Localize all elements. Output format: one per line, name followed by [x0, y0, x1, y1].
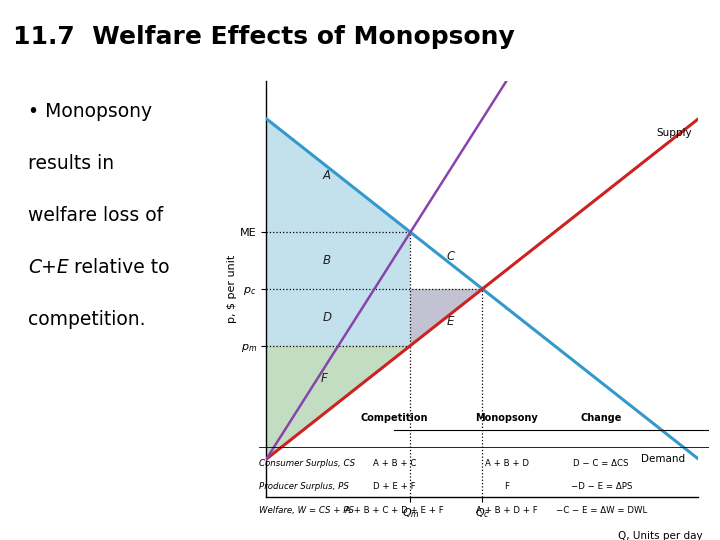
Text: C+E: C+E: [28, 258, 68, 276]
Polygon shape: [266, 119, 410, 232]
Text: Monopsony: Monopsony: [475, 413, 538, 423]
Y-axis label: p, $ per unit: p, $ per unit: [228, 255, 238, 323]
Text: • Monopsony: • Monopsony: [28, 102, 152, 121]
Text: Welfare, W = CS + PS: Welfare, W = CS + PS: [259, 506, 354, 515]
Text: B: B: [323, 254, 331, 267]
Text: Change: Change: [580, 413, 622, 423]
Polygon shape: [410, 289, 482, 346]
Polygon shape: [266, 346, 410, 459]
Text: D: D: [323, 310, 331, 324]
Polygon shape: [266, 232, 410, 346]
Text: Producer Surplus, PS: Producer Surplus, PS: [259, 482, 349, 490]
Text: −C − E = ΔW = DWL: −C − E = ΔW = DWL: [556, 506, 647, 515]
Text: A + B + C + D + E + F: A + B + C + D + E + F: [345, 506, 444, 515]
Text: C: C: [446, 250, 455, 264]
Text: Q, Units per day: Q, Units per day: [618, 531, 703, 540]
Text: competition.: competition.: [28, 309, 145, 329]
Text: 11-36: 11-36: [681, 520, 709, 530]
Text: A + B + D + F: A + B + D + F: [476, 506, 538, 515]
Text: welfare loss of: welfare loss of: [28, 206, 163, 225]
Text: −D − E = ΔPS: −D − E = ΔPS: [570, 482, 632, 490]
Text: Competition: Competition: [361, 413, 428, 423]
Text: relative to: relative to: [68, 258, 170, 276]
Text: A + B + C: A + B + C: [372, 459, 416, 468]
Text: A: A: [323, 169, 331, 182]
Text: Consumer Surplus, CS: Consumer Surplus, CS: [259, 459, 356, 468]
Text: Supply: Supply: [657, 128, 692, 138]
Text: F: F: [504, 482, 509, 490]
Text: D − C = ΔCS: D − C = ΔCS: [573, 459, 629, 468]
Text: Copyright © 2014 Pearson Education, Inc. All rights reserved.: Copyright © 2014 Pearson Education, Inc.…: [13, 520, 314, 530]
Text: A + B + D: A + B + D: [485, 459, 528, 468]
Text: Demand: Demand: [642, 454, 685, 464]
Text: E: E: [447, 314, 454, 328]
Text: 11.7  Welfare Effects of Monopsony: 11.7 Welfare Effects of Monopsony: [13, 25, 515, 49]
Text: results in: results in: [28, 154, 114, 173]
Text: D + E + F: D + E + F: [373, 482, 415, 490]
Polygon shape: [410, 232, 482, 289]
Text: F: F: [320, 372, 328, 385]
